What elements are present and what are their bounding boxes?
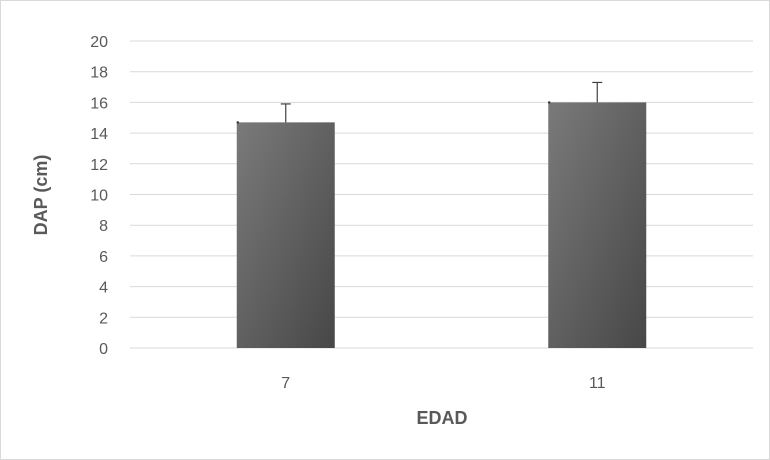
x-tick-label: 7 — [281, 375, 290, 392]
bar — [548, 102, 647, 349]
y-tick-label: 20 — [90, 34, 108, 51]
x-axis-title: EDAD — [416, 408, 467, 428]
y-tick-label: 18 — [90, 65, 108, 82]
y-tick-label: 4 — [99, 280, 108, 297]
y-axis-title: DAP (cm) — [31, 155, 51, 236]
y-tick-label: 2 — [99, 310, 108, 327]
y-tick-label: 10 — [90, 188, 108, 205]
x-tick-labels: 7 11 — [281, 375, 605, 392]
x-tick-label: 11 — [589, 375, 606, 392]
y-tick-label: 14 — [90, 126, 108, 143]
y-tick-label: 8 — [99, 218, 108, 235]
y-tick-label: 0 — [99, 341, 108, 358]
bar — [236, 122, 335, 348]
y-tick-label: 16 — [90, 95, 108, 112]
y-tick-label: 6 — [99, 249, 108, 266]
y-tick-labels: 0 2 4 6 8 10 12 14 16 18 20 — [90, 34, 108, 358]
bars — [236, 81, 647, 349]
gridlines — [130, 40, 753, 349]
y-tick-label: 12 — [90, 157, 108, 174]
